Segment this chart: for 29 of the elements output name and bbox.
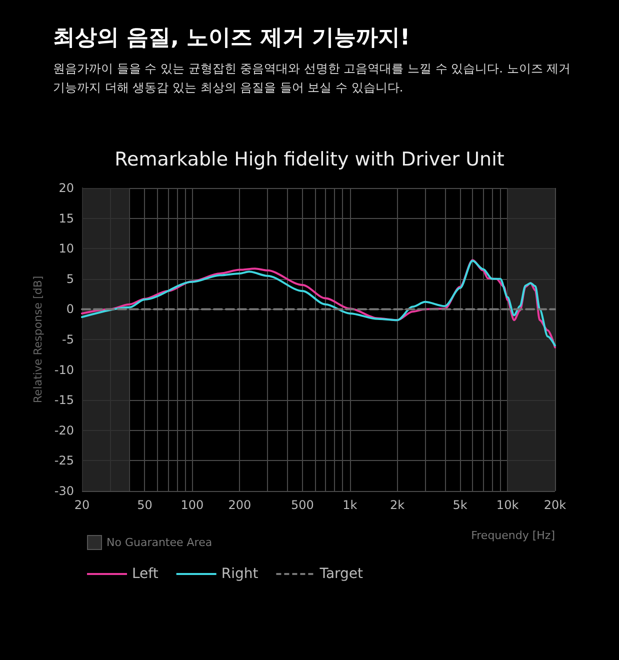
- x-tick-label: 50: [137, 498, 152, 512]
- y-tick-label: -15: [54, 393, 74, 408]
- y-tick-label: 0: [66, 302, 74, 316]
- y-axis-title: Relative Response [dB]: [32, 276, 44, 404]
- y-tick-label: 15: [58, 211, 74, 226]
- x-tick-label: 1k: [342, 498, 358, 512]
- x-tick-label: 20k: [544, 498, 566, 512]
- y-tick-label: -30: [54, 484, 74, 498]
- y-tick-label: -20: [54, 423, 74, 438]
- legend-label: Right: [221, 566, 259, 582]
- x-tick-label: 10k: [496, 498, 519, 512]
- x-tick-label: 100: [180, 498, 204, 512]
- y-tick-label: -5: [62, 332, 74, 346]
- y-tick-label: -25: [54, 454, 74, 468]
- text: Remarkable High fidelity with Driver Unit: [114, 148, 504, 170]
- x-tick-label: 500: [290, 498, 314, 512]
- y-tick-label: 20: [58, 181, 74, 195]
- legend-label: Left: [132, 566, 159, 582]
- y-tick-label: 10: [58, 242, 74, 256]
- y-tick-label: 5: [66, 272, 74, 286]
- legend-label: Target: [318, 566, 364, 582]
- x-axis-title: Frequendy [Hz]: [471, 529, 556, 542]
- chart-title: 최상의 음질, 노이즈 제거 기능까지!: [53, 26, 410, 50]
- chart-subtitle: 원음가까이 들을 수 있는 균형잡힌 중음역대와 선명한 고음역대를 느낄 수 있습니다. 노이즈 제거 기능까지 더해 생동감 있는 최상의 음질을 들어 보실 수 있습니다.: [53, 62, 571, 94]
- legend-label: No Guarantee Area: [106, 536, 212, 549]
- x-tick-label: 2k: [390, 498, 405, 512]
- x-tick-label: 5k: [452, 498, 468, 512]
- y-tick-label: -10: [54, 362, 74, 377]
- x-tick-label: 200: [228, 498, 252, 512]
